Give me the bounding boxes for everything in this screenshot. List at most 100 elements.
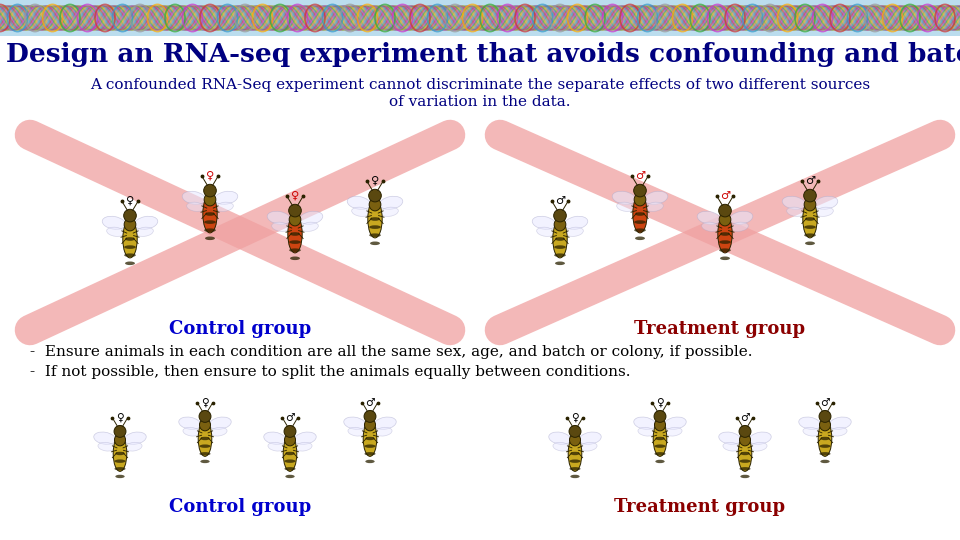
Ellipse shape — [799, 417, 821, 429]
Ellipse shape — [125, 432, 146, 444]
Ellipse shape — [731, 222, 749, 232]
Circle shape — [554, 210, 566, 222]
Ellipse shape — [204, 220, 216, 224]
Ellipse shape — [655, 444, 665, 448]
Ellipse shape — [644, 191, 668, 204]
Ellipse shape — [295, 432, 316, 444]
Ellipse shape — [554, 253, 565, 257]
Text: Design an RNA-seq experiment that avoids confounding and batch effects: Design an RNA-seq experiment that avoids… — [6, 42, 960, 67]
Ellipse shape — [203, 195, 217, 233]
Ellipse shape — [719, 213, 731, 226]
Ellipse shape — [820, 444, 830, 448]
Ellipse shape — [720, 232, 730, 236]
Text: -  Ensure animals in each condition are all the same sex, age, and batch or colo: - Ensure animals in each condition are a… — [30, 345, 753, 359]
Text: Control group: Control group — [169, 320, 311, 338]
Ellipse shape — [375, 427, 392, 436]
Ellipse shape — [365, 444, 375, 448]
Ellipse shape — [288, 215, 302, 253]
Ellipse shape — [697, 211, 720, 224]
Ellipse shape — [289, 213, 300, 226]
Ellipse shape — [284, 467, 296, 470]
Ellipse shape — [290, 232, 300, 236]
Text: ♀: ♀ — [205, 171, 214, 181]
Text: A confounded RNA-Seq experiment cannot discriminate the separate effects of two : A confounded RNA-Seq experiment cannot d… — [90, 78, 870, 92]
Ellipse shape — [370, 198, 381, 211]
Text: ♂: ♂ — [720, 191, 730, 201]
Text: ♂: ♂ — [285, 413, 295, 423]
Ellipse shape — [380, 207, 398, 217]
Circle shape — [569, 426, 581, 437]
Ellipse shape — [665, 427, 682, 436]
Ellipse shape — [633, 195, 647, 233]
Ellipse shape — [804, 233, 816, 237]
Ellipse shape — [555, 261, 564, 265]
Ellipse shape — [272, 222, 290, 232]
Ellipse shape — [370, 217, 380, 221]
Ellipse shape — [818, 421, 831, 456]
Ellipse shape — [553, 442, 570, 451]
Ellipse shape — [718, 215, 732, 253]
Text: ♂: ♂ — [804, 176, 815, 186]
Ellipse shape — [215, 202, 233, 212]
Ellipse shape — [204, 193, 216, 206]
Ellipse shape — [368, 200, 382, 238]
Ellipse shape — [829, 417, 852, 429]
Ellipse shape — [366, 460, 374, 463]
Ellipse shape — [750, 432, 771, 444]
Circle shape — [114, 426, 126, 437]
Ellipse shape — [370, 233, 381, 237]
Ellipse shape — [702, 222, 720, 232]
Text: Treatment group: Treatment group — [614, 498, 785, 516]
Ellipse shape — [638, 427, 655, 436]
Text: ♀: ♀ — [126, 196, 134, 206]
Ellipse shape — [815, 207, 833, 217]
Ellipse shape — [183, 427, 200, 436]
Text: ♂: ♂ — [820, 397, 829, 408]
Bar — [0, 0, 960, 36]
Circle shape — [199, 410, 211, 422]
Ellipse shape — [782, 196, 805, 210]
Ellipse shape — [740, 452, 750, 455]
Ellipse shape — [114, 460, 126, 463]
Ellipse shape — [821, 437, 829, 440]
Ellipse shape — [532, 217, 556, 230]
Ellipse shape — [739, 460, 751, 463]
Ellipse shape — [635, 228, 646, 232]
Ellipse shape — [205, 212, 215, 216]
Ellipse shape — [580, 442, 597, 451]
Ellipse shape — [750, 442, 767, 451]
Ellipse shape — [719, 432, 740, 444]
Ellipse shape — [125, 442, 142, 451]
Ellipse shape — [820, 419, 830, 431]
Ellipse shape — [570, 475, 580, 478]
Text: ♂: ♂ — [635, 171, 645, 181]
Ellipse shape — [124, 245, 136, 249]
Ellipse shape — [205, 237, 215, 240]
Ellipse shape — [653, 421, 667, 456]
Ellipse shape — [554, 245, 565, 249]
Ellipse shape — [365, 452, 375, 456]
Ellipse shape — [115, 452, 125, 455]
Ellipse shape — [125, 237, 135, 241]
Ellipse shape — [284, 434, 296, 446]
Ellipse shape — [264, 432, 286, 444]
Ellipse shape — [124, 253, 136, 257]
Ellipse shape — [284, 460, 296, 463]
Ellipse shape — [209, 417, 231, 429]
Text: Control group: Control group — [169, 498, 311, 516]
Ellipse shape — [569, 460, 581, 463]
Ellipse shape — [719, 248, 731, 252]
Ellipse shape — [182, 191, 205, 204]
Ellipse shape — [204, 228, 216, 232]
Ellipse shape — [200, 444, 210, 448]
Circle shape — [634, 184, 646, 197]
Circle shape — [284, 426, 296, 437]
Ellipse shape — [537, 227, 555, 237]
Ellipse shape — [820, 452, 830, 456]
Ellipse shape — [107, 227, 125, 237]
Text: ♂: ♂ — [740, 413, 750, 423]
Ellipse shape — [570, 452, 580, 455]
Circle shape — [819, 410, 831, 422]
Ellipse shape — [730, 211, 753, 224]
Text: ♀: ♀ — [291, 191, 300, 201]
